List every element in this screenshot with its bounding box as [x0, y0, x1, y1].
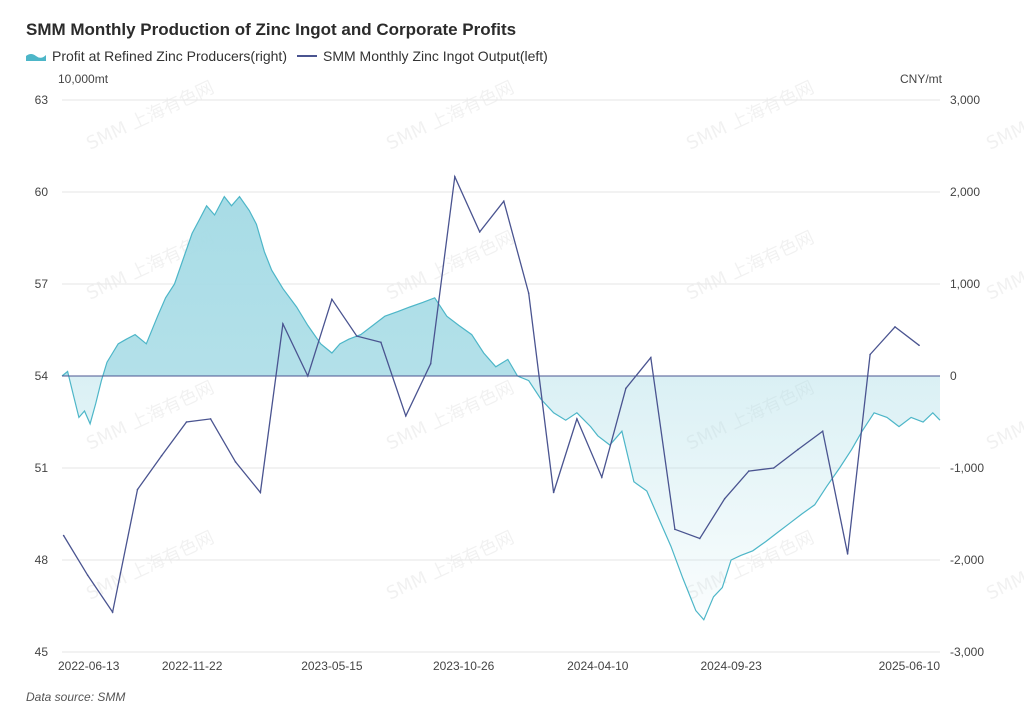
chart-title: SMM Monthly Production of Zinc Ingot and… [26, 20, 517, 39]
watermark-text: SMM 上海有色网 [83, 77, 217, 154]
left-tick-label: 45 [35, 645, 49, 659]
x-tick-label: 2022-11-22 [162, 659, 223, 673]
output-point [380, 341, 382, 344]
output-point [527, 292, 530, 295]
legend-item-output[interactable]: SMM Monthly Zinc Ingot Output(left) [296, 48, 548, 64]
output-point [454, 175, 456, 178]
right-axis-ticks: 3,000 2,000 1,000 0 -1,000 -2,000 -3,000 [950, 93, 984, 659]
right-tick-label: 1,000 [950, 277, 980, 291]
output-point [86, 574, 89, 577]
x-tick-label: 2024-09-23 [700, 659, 762, 673]
output-point [356, 335, 358, 337]
right-axis-unit: CNY/mt [900, 72, 942, 86]
legend-label-output: SMM Monthly Zinc Ingot Output(left) [322, 48, 548, 64]
output-point [405, 415, 407, 417]
profit-area-negative [62, 376, 940, 620]
x-tick-label: 2022-06-13 [58, 659, 120, 673]
x-tick-label: 2024-04-10 [567, 659, 629, 673]
output-series [62, 174, 920, 614]
left-tick-label: 51 [35, 461, 49, 475]
output-point [674, 528, 676, 531]
left-axis-ticks: 63 60 57 54 51 48 45 [35, 93, 49, 659]
right-tick-label: 2,000 [950, 185, 980, 199]
watermark-text: SMM 上海有色网 [83, 527, 217, 604]
left-tick-label: 57 [35, 277, 49, 291]
watermark-text: SMM 上海有色网 [683, 227, 817, 304]
output-point [136, 488, 139, 491]
output-point [503, 200, 505, 202]
output-point [576, 418, 578, 420]
right-tick-label: -1,000 [950, 461, 984, 475]
output-point [846, 553, 849, 555]
legend-line-swatch [296, 55, 317, 57]
profit-line [61, 195, 941, 621]
output-point [429, 362, 432, 365]
watermark-text: SMM 上海有色网 [983, 227, 1024, 304]
x-tick-label: 2025-06-10 [879, 659, 941, 673]
legend-area-swatch [26, 54, 46, 61]
left-axis-unit: 10,000mt [58, 72, 109, 86]
output-point [552, 491, 555, 494]
watermark-text: SMM 上海有色网 [383, 227, 517, 304]
output-point [307, 375, 309, 377]
right-tick-label: -3,000 [950, 645, 984, 659]
output-point [797, 448, 799, 451]
output-point [234, 461, 237, 463]
right-tick-label: 0 [950, 369, 957, 383]
watermark-text: SMM 上海有色网 [383, 377, 517, 454]
watermark-text: SMM 上海有色网 [983, 77, 1024, 154]
output-point [601, 476, 603, 479]
output-point [894, 326, 896, 328]
output-point [185, 421, 188, 423]
chart-plot: SMM 上海有色网 SMM 上海有色网 SMM 上海有色网 SMM 上海有色网 SMM … [35, 77, 1024, 673]
output-point [723, 497, 726, 500]
x-tick-label: 2023-05-15 [301, 659, 363, 673]
output-point [699, 537, 701, 540]
watermark-text: SMM 上海有色网 [683, 77, 817, 154]
output-point [748, 470, 750, 472]
output-point [918, 344, 920, 347]
right-tick-label: 3,000 [950, 93, 980, 107]
output-point [625, 387, 627, 390]
x-tick-label: 2023-10-26 [433, 659, 495, 673]
watermark-text: SMM 上海有色网 [383, 527, 517, 604]
output-point [62, 534, 65, 537]
output-point [282, 323, 284, 325]
data-source: Data source: SMM [26, 690, 126, 704]
left-tick-label: 60 [35, 185, 49, 199]
watermark-text: SMM 上海有色网 [383, 77, 517, 154]
watermark-text: SMM 上海有色网 [83, 377, 217, 454]
legend-label-profit: Profit at Refined Zinc Producers(right) [52, 48, 287, 64]
output-point [478, 231, 481, 233]
output-point [821, 430, 824, 433]
left-tick-label: 48 [35, 553, 49, 567]
output-point [111, 611, 114, 613]
output-point [160, 454, 163, 457]
watermark-text: SMM 上海有色网 [983, 527, 1024, 604]
output-point [772, 467, 775, 469]
left-tick-label: 54 [35, 369, 49, 383]
legend: Profit at Refined Zinc Producers(right) … [26, 48, 548, 64]
output-point [331, 298, 333, 301]
watermark-text: SMM 上海有色网 [983, 377, 1024, 454]
legend-item-profit[interactable]: Profit at Refined Zinc Producers(right) [26, 48, 287, 64]
output-point [259, 491, 262, 494]
output-point [209, 418, 212, 420]
left-tick-label: 63 [35, 93, 49, 107]
output-point [650, 356, 652, 359]
right-tick-label: -2,000 [950, 553, 984, 567]
output-point [869, 353, 871, 356]
x-axis-ticks: 2022-06-13 2022-11-22 2023-05-15 2023-10-26… [58, 659, 940, 673]
output-line [63, 174, 920, 614]
